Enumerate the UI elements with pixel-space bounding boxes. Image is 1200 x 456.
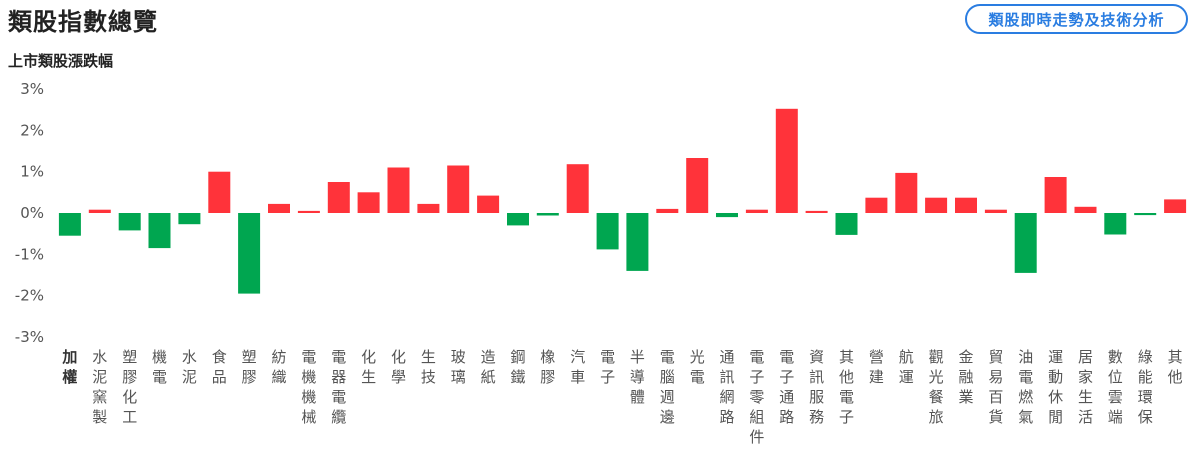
y-tick-label: 3% <box>20 80 44 98</box>
category-label: 資訊服務 <box>809 348 824 426</box>
category-label: 運動休閒 <box>1048 348 1063 426</box>
category-label: 食品 <box>212 348 227 386</box>
bar[interactable] <box>208 171 231 213</box>
category-label: 鋼鐵 <box>510 348 525 386</box>
bar[interactable] <box>835 213 858 235</box>
category-label: 綠能環保 <box>1138 348 1153 426</box>
bar[interactable] <box>984 209 1007 213</box>
category-label: 數位雲端 <box>1108 348 1123 426</box>
bar[interactable] <box>566 164 589 213</box>
bar[interactable] <box>686 158 709 213</box>
y-tick-label: 2% <box>20 121 44 139</box>
category-label: 機電 <box>152 348 167 386</box>
bar[interactable] <box>656 208 679 213</box>
category-label: 電子零組件 <box>749 348 764 446</box>
bar[interactable] <box>268 203 290 213</box>
y-tick-label: -3% <box>15 328 44 346</box>
category-label: 通訊網路 <box>719 348 734 426</box>
category-label: 光電 <box>690 348 705 386</box>
category-label: 橡膠 <box>540 348 555 386</box>
bar[interactable] <box>775 108 798 213</box>
y-tick-label: -1% <box>15 245 44 263</box>
bar[interactable] <box>297 210 320 213</box>
bar[interactable] <box>357 192 380 213</box>
bar[interactable] <box>536 213 559 216</box>
category-label: 造紙 <box>481 348 496 386</box>
category-label: 其他 <box>1168 348 1183 386</box>
category-label: 水泥 <box>182 348 197 386</box>
bar[interactable] <box>745 209 768 213</box>
category-label: 觀光餐旅 <box>929 348 944 426</box>
category-label: 航運 <box>899 348 914 386</box>
category-label: 化生 <box>361 348 376 386</box>
category-label: 塑膠 <box>242 348 257 386</box>
bar[interactable] <box>925 197 948 213</box>
bar[interactable] <box>1104 213 1127 235</box>
category-label: 電機機械 <box>301 348 316 426</box>
chart-subtitle: 上市類股漲跌幅 <box>8 52 114 70</box>
category-label: 汽車 <box>570 348 585 386</box>
bar[interactable] <box>238 213 261 294</box>
category-label: 化學 <box>391 348 406 386</box>
category-label: 居家生活 <box>1078 348 1093 426</box>
category-label: 電子 <box>600 348 615 386</box>
bar[interactable] <box>1134 213 1157 216</box>
bar[interactable] <box>118 213 141 231</box>
page-title: 類股指數總覽 <box>8 8 158 36</box>
bar[interactable] <box>148 213 171 249</box>
category-label: 其他電子 <box>839 348 854 426</box>
y-tick-label: 0% <box>20 204 44 222</box>
category-label: 玻璃 <box>451 348 466 386</box>
bar[interactable] <box>716 213 738 218</box>
bar[interactable] <box>417 203 440 213</box>
category-label: 電腦週邊 <box>660 348 675 426</box>
category-label: 加權 <box>61 348 77 386</box>
category-label: 電器電纜 <box>331 348 346 426</box>
category-label: 紡織 <box>271 348 286 386</box>
bar[interactable] <box>805 210 828 213</box>
bar[interactable] <box>447 165 470 214</box>
y-tick-label: -2% <box>15 287 44 305</box>
bar[interactable] <box>596 213 619 250</box>
bar[interactable] <box>58 213 81 236</box>
bar[interactable] <box>178 213 201 225</box>
bar[interactable] <box>895 172 918 213</box>
category-label: 油電燃氣 <box>1018 348 1033 426</box>
y-tick-label: 1% <box>20 163 44 181</box>
category-label: 金融業 <box>958 348 973 406</box>
bar[interactable] <box>387 167 410 214</box>
bar[interactable] <box>507 213 529 226</box>
bar[interactable] <box>88 209 111 213</box>
category-label: 貿易百貨 <box>988 348 1003 426</box>
bar[interactable] <box>1014 213 1037 273</box>
bar[interactable] <box>626 213 649 271</box>
category-label: 電子通路 <box>779 348 794 426</box>
bar[interactable] <box>1074 206 1097 213</box>
category-label: 塑膠化工 <box>122 348 137 426</box>
category-label: 半導體 <box>630 348 645 406</box>
category-label: 生技 <box>421 348 436 386</box>
bar[interactable] <box>327 182 350 213</box>
bar[interactable] <box>955 197 977 213</box>
category-label: 水泥窯製 <box>92 348 107 426</box>
tech-analysis-button[interactable]: 類股即時走勢及技術分析 <box>965 4 1188 34</box>
bar[interactable] <box>477 195 500 213</box>
bar[interactable] <box>865 197 888 213</box>
bar[interactable] <box>1044 177 1067 213</box>
bar[interactable] <box>1164 199 1187 213</box>
category-label: 營建 <box>869 348 884 386</box>
